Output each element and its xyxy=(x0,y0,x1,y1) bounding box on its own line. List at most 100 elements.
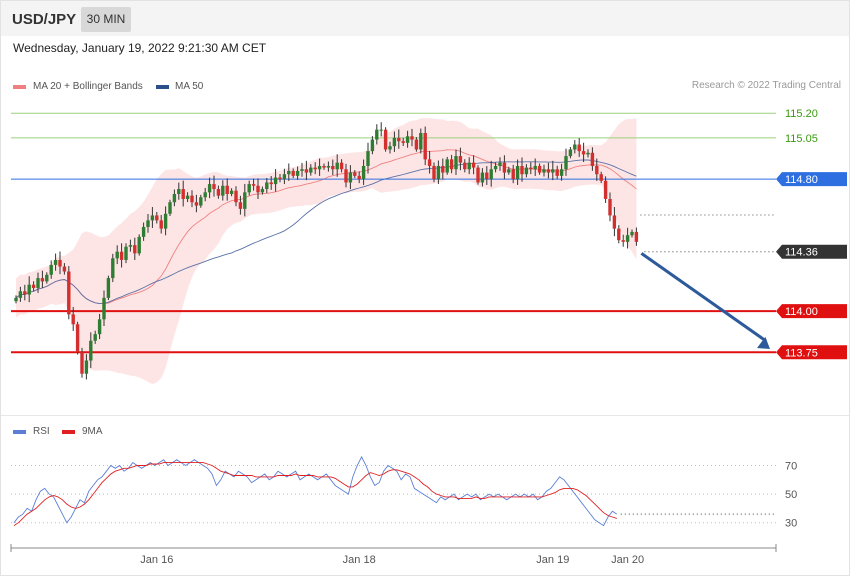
candle-body xyxy=(353,172,357,176)
candle xyxy=(23,284,27,301)
candle-body xyxy=(128,245,133,247)
candle-body xyxy=(546,169,551,173)
candle xyxy=(471,155,476,175)
candle xyxy=(53,253,58,271)
candle xyxy=(520,157,524,182)
candle xyxy=(630,229,634,238)
candle-body xyxy=(282,174,287,180)
candle xyxy=(502,155,507,180)
candle-body xyxy=(49,264,53,275)
candle xyxy=(595,158,599,181)
candle-body xyxy=(520,165,524,175)
candle xyxy=(564,148,568,176)
candle-body xyxy=(45,274,49,282)
candle-body xyxy=(278,177,282,180)
candle-body xyxy=(361,165,366,180)
candle-body xyxy=(247,184,251,193)
candle-body xyxy=(265,182,269,190)
candle xyxy=(625,227,630,249)
candle xyxy=(124,243,128,264)
candle xyxy=(159,214,163,234)
candle-body xyxy=(234,190,238,203)
candle xyxy=(348,165,353,190)
level-text: 114.00 xyxy=(785,306,818,318)
candle-body xyxy=(357,175,361,180)
level-label-115.20: 115.20 xyxy=(785,108,818,120)
candle-body xyxy=(634,231,639,242)
candle-body xyxy=(300,169,304,171)
candle-body xyxy=(436,165,441,180)
candle-body xyxy=(485,172,489,180)
candle xyxy=(414,137,419,152)
candle-body xyxy=(331,165,335,170)
candle xyxy=(366,142,370,174)
candle xyxy=(300,162,304,177)
candle xyxy=(67,266,71,320)
candle xyxy=(137,234,141,256)
level-label-114.36: 114.36 xyxy=(776,244,847,259)
candle-body xyxy=(608,198,612,216)
candle-body xyxy=(423,132,427,160)
candle xyxy=(287,163,291,181)
candle-body xyxy=(194,202,199,206)
candle xyxy=(278,174,282,183)
candle xyxy=(559,163,564,181)
candle-body xyxy=(537,165,542,173)
candle-body xyxy=(256,185,260,193)
candle xyxy=(617,225,621,244)
candle xyxy=(80,347,84,378)
candle xyxy=(128,239,133,252)
candle-body xyxy=(555,169,559,176)
candle-body xyxy=(58,259,62,267)
candle xyxy=(331,159,335,176)
candle-body xyxy=(463,162,467,170)
candle-body xyxy=(595,165,599,175)
bollinger-band xyxy=(16,118,637,385)
candle-body xyxy=(489,169,493,180)
candle-body xyxy=(141,226,146,237)
candle xyxy=(229,188,234,197)
candle xyxy=(515,159,520,185)
candle xyxy=(49,260,53,279)
candle xyxy=(361,159,366,185)
candle xyxy=(225,178,229,201)
candle-body xyxy=(375,129,379,140)
rsi-tick-label: 30 xyxy=(785,518,797,530)
candle xyxy=(542,164,546,177)
candle-body xyxy=(335,162,339,170)
candle xyxy=(621,234,625,247)
candle xyxy=(449,154,454,174)
candle xyxy=(441,158,445,180)
candle-body xyxy=(124,246,128,260)
candle xyxy=(581,142,586,162)
candle xyxy=(102,290,106,326)
candle xyxy=(260,186,265,195)
candle-body xyxy=(36,278,40,288)
candle-body xyxy=(511,169,515,180)
candle xyxy=(234,186,238,207)
candle-body xyxy=(573,144,577,150)
candle xyxy=(106,275,111,301)
candle xyxy=(163,206,168,236)
timeframe-button[interactable]: 30 MIN xyxy=(81,7,131,32)
candle xyxy=(353,170,357,179)
level-tag xyxy=(776,244,847,259)
level-label-114.80: 114.80 xyxy=(776,172,847,187)
candle xyxy=(573,140,577,154)
candle-body xyxy=(603,180,608,199)
ma20-legend-swatch xyxy=(13,85,26,89)
candle-body xyxy=(155,215,159,221)
candle xyxy=(375,124,379,145)
candle-body xyxy=(309,167,313,173)
candle-body xyxy=(392,137,397,147)
candle xyxy=(599,171,603,184)
candle xyxy=(40,270,45,289)
candle-body xyxy=(625,235,630,242)
candle xyxy=(45,272,49,284)
candle xyxy=(326,161,331,172)
candle xyxy=(370,136,375,155)
candle xyxy=(18,286,23,302)
candle xyxy=(212,175,216,197)
candle xyxy=(282,168,287,185)
